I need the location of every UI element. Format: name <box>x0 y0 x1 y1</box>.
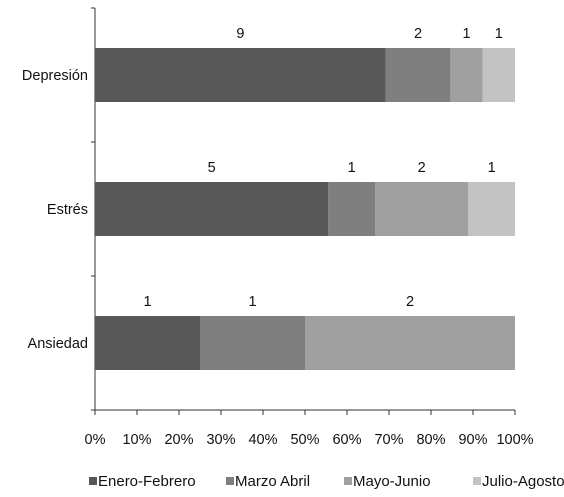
data-label-ansiedad-mayo-junio: 2 <box>406 294 414 310</box>
x-tick-label: 30% <box>206 432 235 448</box>
category-label-ansiedad: Ansiedad <box>28 336 88 352</box>
category-label-estres: Estrés <box>47 202 88 218</box>
x-tick-label: 0% <box>85 432 106 448</box>
bars <box>95 48 515 370</box>
legend: Enero-Febrero Marzo Abril Mayo-Junio Julio-… <box>89 473 564 490</box>
data-label-depresion-marzo-abril: 2 <box>414 26 422 42</box>
x-tick-label: 90% <box>458 432 487 448</box>
legend-label-mayo-junio: Mayo-Junio <box>353 473 431 490</box>
legend-swatch-marzo-abril <box>226 477 234 485</box>
bar-estres-marzo-abril <box>328 182 375 236</box>
bar-estres-enero-febrero <box>95 182 329 236</box>
data-label-estres-marzo-abril: 1 <box>348 160 356 176</box>
bar-depresion-mayo-junio <box>450 48 483 102</box>
legend-label-marzo-abril: Marzo Abril <box>235 473 310 490</box>
legend-item-mayo-junio: Mayo-Junio <box>344 473 431 490</box>
data-label-estres-enero-febrero: 5 <box>208 160 216 176</box>
bar-depresion-julio-agosto <box>482 48 515 102</box>
legend-swatch-mayo-junio <box>344 477 352 485</box>
bar-depresion-marzo-abril <box>385 48 451 102</box>
x-tick-label: 20% <box>164 432 193 448</box>
data-label-estres-mayo-junio: 2 <box>418 160 426 176</box>
data-label-estres-julio-agosto: 1 <box>488 160 496 176</box>
bar-ansiedad-enero-febrero <box>95 316 200 370</box>
data-label-depresion-julio-agosto: 1 <box>495 26 503 42</box>
bar-ansiedad-mayo-junio <box>305 316 515 370</box>
legend-swatch-julio-agosto <box>473 477 481 485</box>
x-tick-label: 60% <box>332 432 361 448</box>
bar-ansiedad-marzo-abril <box>200 316 305 370</box>
legend-item-marzo-abril: Marzo Abril <box>226 473 310 490</box>
bar-depresion-enero-febrero <box>95 48 386 102</box>
data-label-depresion-mayo-junio: 1 <box>462 26 470 42</box>
data-labels: 9 2 1 1 5 1 2 1 1 1 2 <box>143 26 502 310</box>
category-labels: Depresión Estrés Ansiedad <box>22 68 88 352</box>
bar-estres-julio-agosto <box>468 182 515 236</box>
x-tick-label: 100% <box>496 432 533 448</box>
legend-label-julio-agosto: Julio-Agosto <box>482 473 564 490</box>
legend-swatch-enero-febrero <box>89 477 97 485</box>
x-tick-labels: 0% 10% 20% 30% 40% 50% 60% 70% 80% 90% 100% <box>85 432 534 448</box>
data-label-ansiedad-enero-febrero: 1 <box>143 294 151 310</box>
data-label-depresion-enero-febrero: 9 <box>236 26 244 42</box>
x-tick-label: 50% <box>290 432 319 448</box>
legend-item-enero-febrero: Enero-Febrero <box>89 473 196 490</box>
legend-label-enero-febrero: Enero-Febrero <box>98 473 196 490</box>
bar-estres-mayo-junio <box>375 182 469 236</box>
category-label-depresion: Depresión <box>22 68 88 84</box>
data-label-ansiedad-marzo-abril: 1 <box>248 294 256 310</box>
legend-item-julio-agosto: Julio-Agosto <box>473 473 564 490</box>
x-tick-label: 10% <box>122 432 151 448</box>
x-tick-label: 80% <box>416 432 445 448</box>
x-tick-label: 40% <box>248 432 277 448</box>
x-tick-label: 70% <box>374 432 403 448</box>
